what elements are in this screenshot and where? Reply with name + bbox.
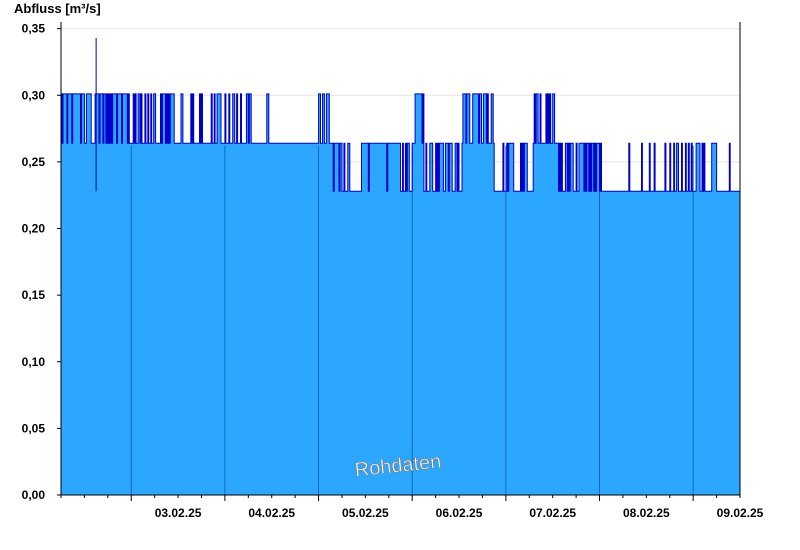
x-tick-label-3: 06.02.25 [436, 506, 483, 520]
y-tick-label-7: 0,35 [22, 22, 46, 36]
y-tick-label-0: 0,00 [22, 488, 46, 502]
y-tick-label-4: 0,20 [22, 222, 46, 236]
y-tick-label-5: 0,25 [22, 155, 46, 169]
discharge-area [61, 93, 740, 496]
x-tick-label-1: 04.02.25 [248, 506, 295, 520]
y-axis-title: Abfluss [m³/s] [14, 1, 101, 16]
x-tick-label-2: 05.02.25 [342, 506, 389, 520]
y-tick-label-6: 0,30 [22, 88, 46, 102]
y-tick-label-3: 0,15 [22, 288, 46, 302]
x-tick-label-4: 07.02.25 [529, 506, 576, 520]
x-tick-label-6: 09.02.25 [717, 506, 764, 520]
x-tick-label-0: 03.02.25 [155, 506, 202, 520]
discharge-line [61, 93, 740, 192]
y-tick-label-2: 0,10 [22, 355, 46, 369]
x-tick-label-5: 08.02.25 [623, 506, 670, 520]
y-tick-label-1: 0,05 [22, 421, 46, 435]
